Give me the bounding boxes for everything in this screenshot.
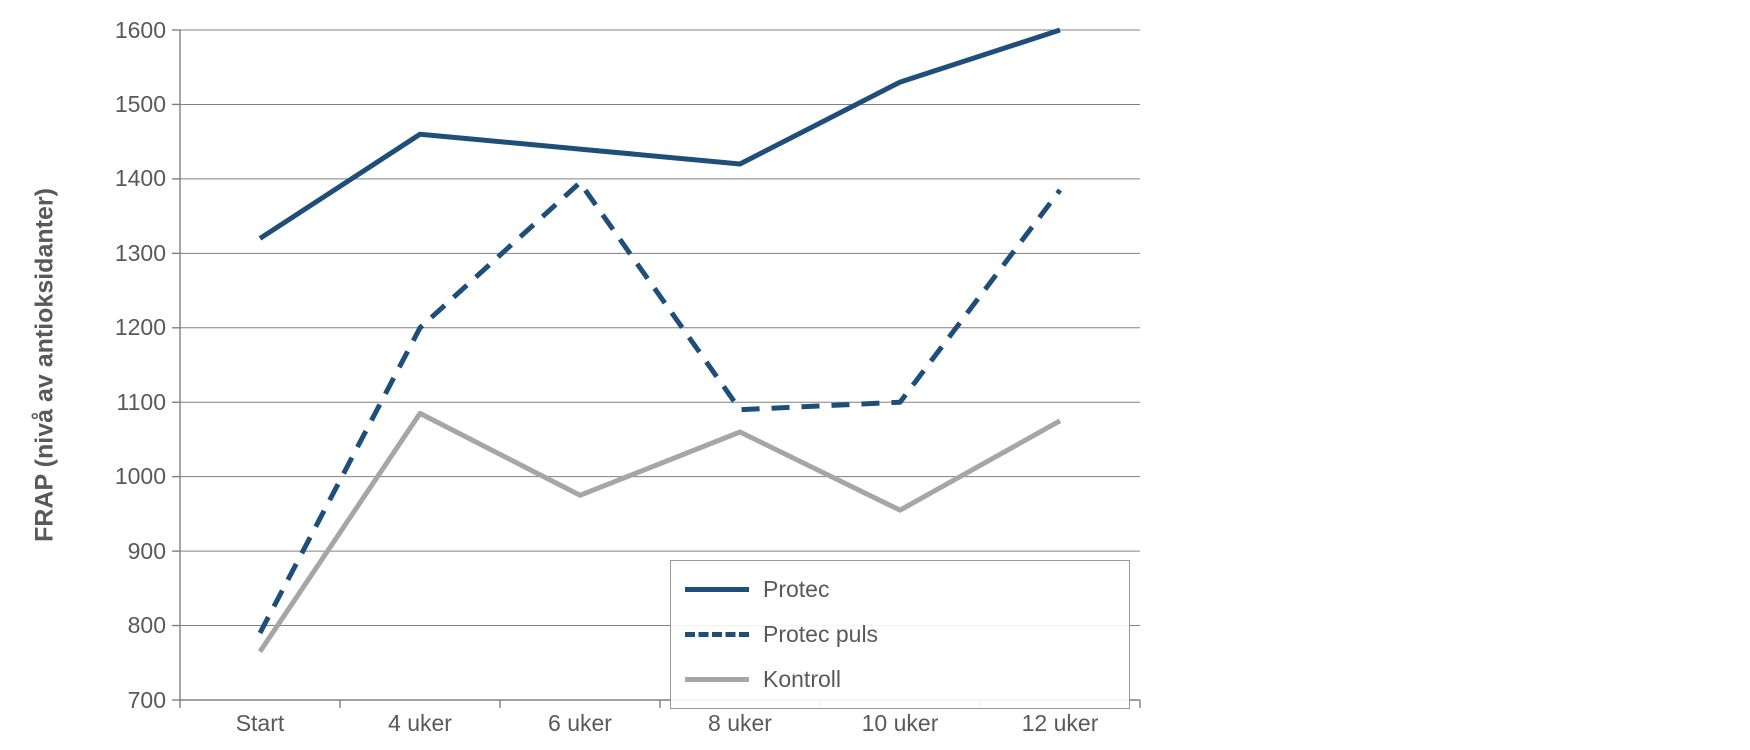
x-tick-label: 10 uker (830, 712, 970, 735)
legend-row: Kontroll (685, 657, 1115, 702)
y-tick-label: 1500 (115, 93, 166, 116)
y-tick-label: 1000 (115, 465, 166, 488)
x-tick-label: 12 uker (990, 712, 1130, 735)
y-tick-label: 900 (128, 540, 166, 563)
legend-row: Protec puls (685, 612, 1115, 657)
x-tick-label: 6 uker (510, 712, 650, 735)
legend-swatch (685, 632, 749, 637)
y-axis-title: FRAP (nivå av antioksidanter) (31, 188, 60, 542)
y-tick-label: 1200 (115, 316, 166, 339)
y-tick-label: 700 (128, 689, 166, 712)
legend-swatch (685, 587, 749, 592)
x-tick-label: 8 uker (670, 712, 810, 735)
legend-label: Kontroll (763, 666, 841, 693)
y-tick-label: 800 (128, 614, 166, 637)
legend-label: Protec puls (763, 621, 878, 648)
y-tick-label: 1300 (115, 242, 166, 265)
frap-line-chart: FRAP (nivå av antioksidanter) 700 800 900 1… (0, 0, 1750, 750)
y-tick-label: 1400 (115, 167, 166, 190)
x-tick-label: 4 uker (350, 712, 490, 735)
y-tick-label: 1600 (115, 19, 166, 42)
legend-label: Protec (763, 576, 829, 603)
y-tick-label: 1100 (117, 391, 166, 414)
x-tick-label: Start (190, 712, 330, 735)
legend-row: Protec (685, 567, 1115, 612)
chart-legend: Protec Protec puls Kontroll (670, 560, 1130, 709)
legend-swatch (685, 677, 749, 682)
